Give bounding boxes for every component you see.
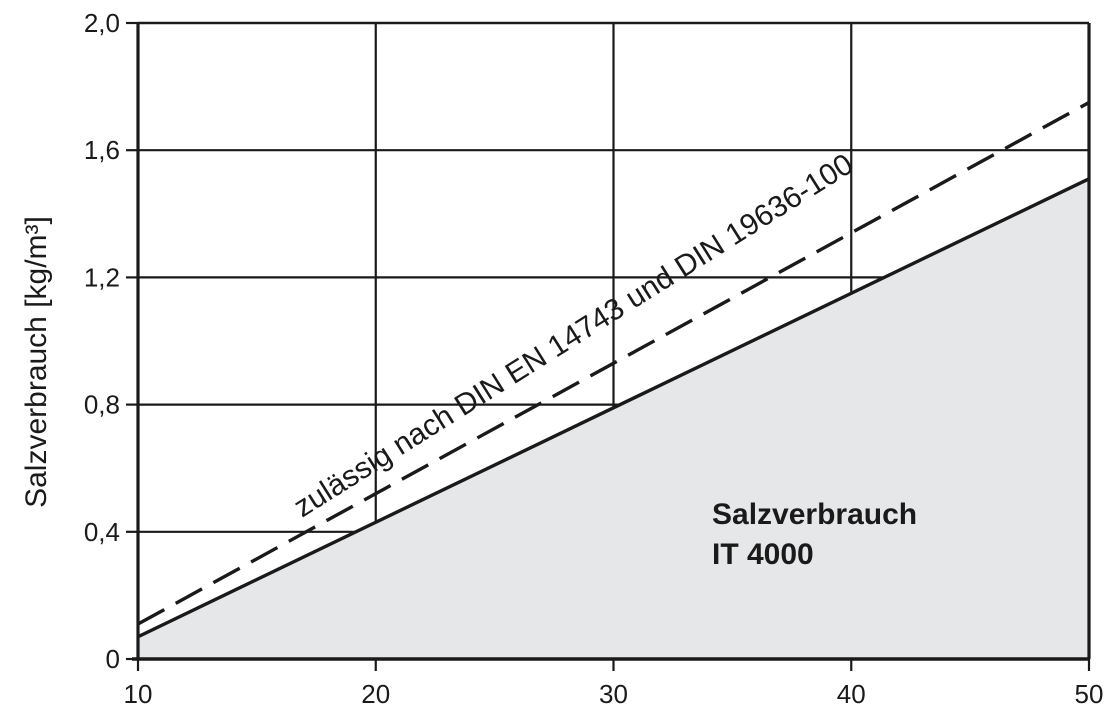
x-tick-label: 40 [837, 679, 866, 709]
x-tick-label: 20 [361, 679, 390, 709]
permitted-dashed-line [137, 101, 1090, 626]
y-tick-label: 1,6 [84, 135, 120, 165]
axis-layer [126, 21, 1091, 671]
y-tick-label: 0,8 [84, 390, 120, 420]
y-tick-label: 2,0 [84, 8, 120, 38]
x-tick-label: 10 [124, 679, 153, 709]
y-tick-label: 1,2 [84, 262, 120, 292]
grid-layer [138, 23, 1089, 659]
y-tick-label: 0,4 [84, 517, 120, 547]
x-tick-label: 50 [1075, 679, 1104, 709]
y-tick-label: 0 [106, 644, 120, 674]
x-tick-label: 30 [599, 679, 628, 709]
salzverbrauch-line [137, 177, 1090, 639]
area-label-line-2: IT 4000 [712, 538, 814, 571]
salzverbrauch-area [138, 178, 1089, 659]
series-layer [137, 101, 1090, 659]
area-label-line-1: Salzverbrauch [712, 498, 917, 531]
tick-labels: 0 0,4 0,8 1,2 1,6 2,0 10 20 30 40 50 [84, 8, 1104, 709]
y-axis-label: Salzverbrauch [kg/m³] [20, 216, 53, 508]
